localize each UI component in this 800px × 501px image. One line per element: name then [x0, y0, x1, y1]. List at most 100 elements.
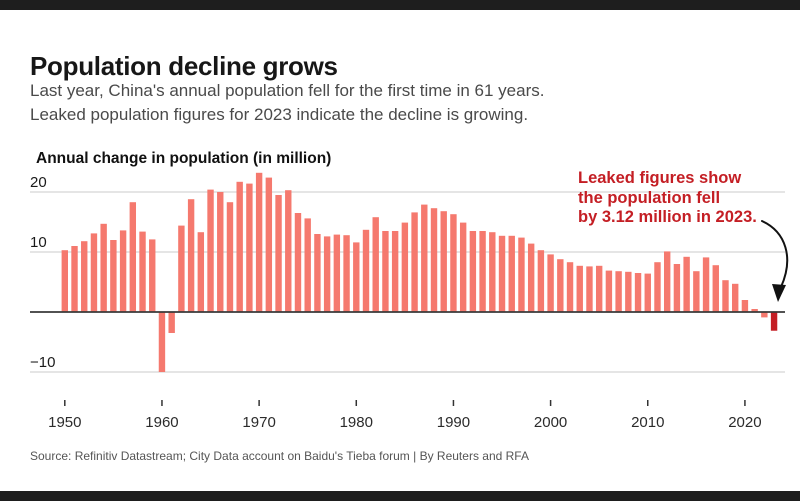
- bar-2007: [615, 271, 622, 312]
- annotation-line-2: the population fell: [578, 188, 721, 207]
- bar-2021: [751, 309, 758, 312]
- bar-1998: [527, 243, 535, 312]
- top-border-bar: [0, 0, 800, 10]
- bar-1982: [372, 217, 379, 312]
- bar-2008: [625, 271, 632, 312]
- x-axis-label-1980: 1980: [340, 414, 373, 431]
- bar-2012: [663, 251, 671, 312]
- bar-2022: [761, 312, 768, 318]
- bar-1951: [71, 246, 78, 312]
- bar-1950: [61, 250, 68, 312]
- bar-2011: [654, 262, 661, 312]
- bar-1972: [275, 195, 282, 312]
- bar-2015: [693, 271, 700, 312]
- bar-1995: [498, 235, 506, 312]
- bar-1956: [119, 230, 127, 312]
- bar-1967: [226, 202, 234, 312]
- bar-2003: [576, 265, 583, 312]
- annotation-arrow: [761, 220, 789, 288]
- bar-1968: [236, 181, 243, 312]
- bar-2005: [595, 265, 603, 312]
- bar-2000: [547, 254, 554, 312]
- bar-1969: [246, 183, 253, 312]
- bar-1983: [382, 231, 389, 312]
- bar-1977: [323, 236, 331, 312]
- annotation-callout: Leaked figures show the population fell …: [578, 169, 757, 228]
- bar-1985: [401, 222, 409, 312]
- x-axis-label-1970: 1970: [242, 414, 275, 431]
- bar-1988: [430, 208, 438, 312]
- bar-2004: [586, 266, 593, 312]
- bar-1959: [149, 239, 156, 312]
- bar-2001: [557, 259, 564, 312]
- bar-1986: [411, 212, 418, 312]
- bar-1957: [129, 202, 137, 312]
- bar-1979: [343, 235, 350, 312]
- subtitle: Last year, China's annual population fel…: [30, 79, 544, 127]
- x-axis-label-1950: 1950: [48, 414, 81, 431]
- annotation-line-1: Leaked figures show: [578, 169, 742, 187]
- bar-1999: [537, 250, 545, 312]
- bar-2009: [634, 273, 642, 312]
- bar-2018: [722, 280, 729, 312]
- bar-2023: [770, 312, 778, 331]
- x-axis-label-2010: 2010: [631, 414, 664, 431]
- bar-1970: [255, 172, 263, 312]
- chart-title: Annual change in population (in million): [36, 149, 332, 167]
- bar-2002: [566, 262, 574, 312]
- bar-1994: [489, 232, 496, 312]
- bar-1961: [168, 312, 175, 333]
- bar-1996: [508, 235, 515, 312]
- bar-1976: [314, 234, 321, 312]
- bar-1990: [450, 214, 457, 312]
- subtitle-line-1: Last year, China's annual population fel…: [30, 81, 545, 100]
- bar-1992: [469, 231, 477, 312]
- x-axis-label-2000: 2000: [534, 414, 567, 431]
- bar-1965: [207, 189, 214, 312]
- source-line: Source: Refinitiv Datastream; City Data …: [30, 449, 529, 463]
- bar-2019: [732, 283, 739, 312]
- bar-2017: [712, 265, 719, 312]
- bar-1966: [217, 192, 224, 312]
- y-axis-label-10: 10: [30, 234, 47, 251]
- bar-1974: [294, 213, 302, 312]
- bar-1997: [518, 237, 525, 312]
- bar-2016: [702, 257, 710, 312]
- y-axis-label--10: −10: [30, 354, 55, 371]
- x-axis-label-1960: 1960: [145, 414, 178, 431]
- bar-2013: [673, 264, 681, 312]
- bar-1973: [285, 190, 292, 312]
- bar-1952: [81, 241, 88, 312]
- bar-1993: [479, 231, 486, 312]
- bar-1984: [391, 231, 399, 312]
- subtitle-line-2: Leaked population figures for 2023 indic…: [30, 105, 529, 124]
- bar-1975: [304, 218, 311, 312]
- bar-2020: [741, 300, 749, 312]
- page-title: Population decline grows: [30, 51, 338, 82]
- bar-1980: [353, 242, 360, 312]
- bar-2014: [683, 256, 690, 312]
- bar-1962: [178, 225, 185, 312]
- bar-1958: [139, 231, 146, 312]
- bar-1991: [459, 222, 467, 312]
- bar-1960: [158, 312, 166, 372]
- bar-1981: [362, 229, 370, 312]
- y-axis-label-20: 20: [30, 174, 47, 191]
- bar-1978: [333, 234, 341, 312]
- x-axis-label-1990: 1990: [437, 414, 470, 431]
- bar-1964: [197, 232, 205, 312]
- bar-1989: [440, 211, 447, 312]
- bar-1987: [421, 204, 428, 312]
- bar-1954: [100, 223, 107, 312]
- bottom-border-bar: [0, 491, 800, 501]
- bar-2010: [644, 273, 651, 312]
- annotation-arrowhead-icon: [772, 284, 786, 302]
- annotation-line-3: by 3.12 million in 2023.: [578, 208, 757, 226]
- bar-1953: [90, 233, 98, 312]
- bar-2006: [605, 270, 613, 312]
- bar-1963: [187, 199, 195, 312]
- bar-1955: [110, 240, 117, 312]
- bar-1971: [265, 177, 273, 312]
